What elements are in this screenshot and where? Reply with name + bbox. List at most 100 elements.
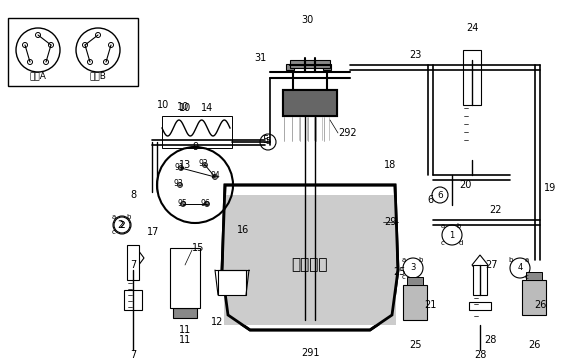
Text: 25: 25 <box>409 340 421 350</box>
Text: 95: 95 <box>177 198 187 207</box>
Bar <box>173 308 197 318</box>
Text: 阀位A: 阀位A <box>29 71 46 80</box>
Text: 96: 96 <box>200 198 210 207</box>
Bar <box>473 265 487 295</box>
Text: 30: 30 <box>301 15 313 25</box>
Text: 19: 19 <box>544 183 556 193</box>
Bar <box>218 270 246 295</box>
Text: 10: 10 <box>157 100 169 110</box>
Text: a: a <box>525 257 529 263</box>
Text: 94: 94 <box>210 170 220 179</box>
Bar <box>463 50 481 105</box>
Text: 14: 14 <box>201 103 213 113</box>
Text: 7: 7 <box>130 260 136 270</box>
Bar <box>170 248 200 308</box>
Circle shape <box>178 166 183 170</box>
Text: c: c <box>441 240 445 246</box>
Text: 21: 21 <box>424 300 436 310</box>
Circle shape <box>180 202 186 206</box>
Text: c: c <box>402 274 406 280</box>
Text: 91: 91 <box>174 162 184 171</box>
Text: b: b <box>419 257 423 263</box>
Text: 阀位B: 阀位B <box>90 71 107 80</box>
Text: 10: 10 <box>179 103 191 113</box>
Text: 10: 10 <box>177 102 189 112</box>
Circle shape <box>49 43 54 47</box>
Text: 18: 18 <box>384 160 396 170</box>
Circle shape <box>104 59 108 64</box>
Text: 12: 12 <box>211 317 223 327</box>
Circle shape <box>87 59 92 64</box>
Bar <box>286 64 294 70</box>
Text: b: b <box>127 214 131 220</box>
Text: c: c <box>112 229 116 235</box>
Text: 9: 9 <box>192 142 198 152</box>
Text: 16: 16 <box>237 225 249 235</box>
Text: 29: 29 <box>384 217 396 227</box>
Text: 23: 23 <box>409 50 421 60</box>
Bar <box>522 280 546 315</box>
Text: 2: 2 <box>117 220 123 230</box>
Text: 24: 24 <box>466 23 478 33</box>
Circle shape <box>23 43 28 47</box>
Text: a: a <box>402 257 406 263</box>
Circle shape <box>43 59 49 64</box>
Text: 22: 22 <box>489 205 501 215</box>
Text: c: c <box>525 274 529 280</box>
Text: 1: 1 <box>450 230 455 240</box>
Text: 2: 2 <box>120 221 125 229</box>
Text: 93: 93 <box>173 178 183 187</box>
Circle shape <box>36 32 41 37</box>
Text: 15: 15 <box>192 243 204 253</box>
Bar <box>403 285 427 320</box>
Bar <box>323 64 331 70</box>
Text: 发酵料液: 发酵料液 <box>292 257 328 273</box>
Circle shape <box>108 43 113 47</box>
Text: 27: 27 <box>486 260 498 270</box>
Text: 11: 11 <box>179 335 191 345</box>
Text: 11: 11 <box>179 325 191 335</box>
Text: a: a <box>112 214 116 220</box>
Text: 6: 6 <box>427 195 433 205</box>
Text: 4: 4 <box>517 264 523 273</box>
Text: 5: 5 <box>266 138 271 146</box>
Bar <box>283 90 337 116</box>
Text: 17: 17 <box>147 227 159 237</box>
Circle shape <box>178 182 183 187</box>
Text: 2: 2 <box>119 221 125 229</box>
Text: 20: 20 <box>459 180 471 190</box>
Bar <box>8 18 138 86</box>
Text: 8: 8 <box>130 190 136 200</box>
Bar <box>127 245 139 280</box>
Bar <box>407 277 423 285</box>
Text: 13: 13 <box>179 160 191 170</box>
Text: b: b <box>509 257 513 263</box>
Text: 292: 292 <box>339 128 358 138</box>
Bar <box>526 272 542 280</box>
Text: 31: 31 <box>254 53 266 63</box>
Bar <box>469 302 491 310</box>
Text: a: a <box>441 223 445 229</box>
Text: 7: 7 <box>130 350 136 360</box>
Text: 6: 6 <box>437 190 443 199</box>
Bar <box>290 60 330 68</box>
Circle shape <box>202 162 208 167</box>
Text: 5: 5 <box>262 135 268 145</box>
Bar <box>283 90 337 116</box>
Text: 26: 26 <box>534 300 546 310</box>
Bar <box>162 116 232 148</box>
Circle shape <box>82 43 87 47</box>
Text: 26: 26 <box>528 340 540 350</box>
Text: d: d <box>459 240 463 246</box>
Circle shape <box>213 174 218 179</box>
Circle shape <box>28 59 33 64</box>
Text: 3: 3 <box>411 264 416 273</box>
Text: 28: 28 <box>474 350 486 360</box>
Text: 291: 291 <box>301 348 319 358</box>
Text: b: b <box>457 223 461 229</box>
Text: 92: 92 <box>198 158 208 167</box>
Circle shape <box>95 32 100 37</box>
Text: 28: 28 <box>484 335 496 345</box>
Text: 25: 25 <box>394 267 406 277</box>
Bar <box>124 290 142 310</box>
